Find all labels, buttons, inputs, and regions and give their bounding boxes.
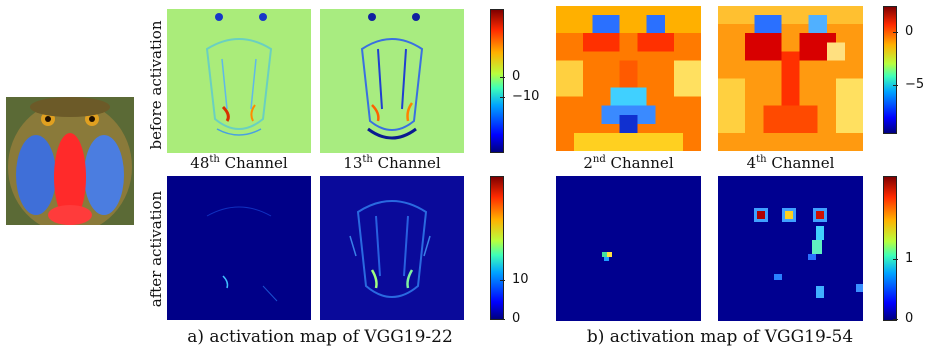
- tick-right-bottom-1: 0: [892, 311, 914, 326]
- map-vgg54-ch4-before: [718, 6, 863, 151]
- colorbar-left-bottom: [490, 176, 504, 320]
- map-vgg54-ch4-after: [718, 176, 863, 321]
- row-label-after: after activation: [147, 190, 165, 308]
- caption-vgg19-22: a) activation map of VGG19-22: [187, 327, 453, 347]
- map-vgg22-ch48-after: [167, 176, 311, 320]
- tick-left-top-1: −10: [499, 89, 540, 104]
- tick-left-top-0: 0: [499, 69, 521, 84]
- tick-left-bottom-0: 10: [500, 272, 529, 287]
- colorbar-left-top: [490, 9, 504, 153]
- map-vgg22-ch13-before: [320, 9, 464, 153]
- channel-label-2: 2nd Channel: [583, 154, 674, 172]
- tick-right-top-0: 0: [892, 24, 914, 39]
- channel-label-13: 13th Channel: [343, 154, 441, 172]
- input-baboon-image: [6, 97, 134, 225]
- channel-label-4: 4th Channel: [746, 154, 835, 172]
- tick-right-bottom-0: 1: [892, 251, 914, 266]
- colorbar-right-bottom: [883, 176, 897, 321]
- colorbar-right-top: [883, 6, 897, 134]
- caption-vgg19-54: b) activation map of VGG19-54: [586, 327, 854, 347]
- channel-label-48: 48th Channel: [190, 154, 288, 172]
- map-vgg22-ch48-before: [167, 9, 311, 153]
- map-vgg22-ch13-after: [320, 176, 464, 320]
- map-vgg54-ch2-before: [556, 6, 701, 151]
- tick-right-top-1: −5: [892, 77, 925, 92]
- tick-left-bottom-1: 0: [499, 311, 521, 326]
- row-label-before: before activation: [147, 20, 165, 150]
- map-vgg54-ch2-after: [556, 176, 701, 321]
